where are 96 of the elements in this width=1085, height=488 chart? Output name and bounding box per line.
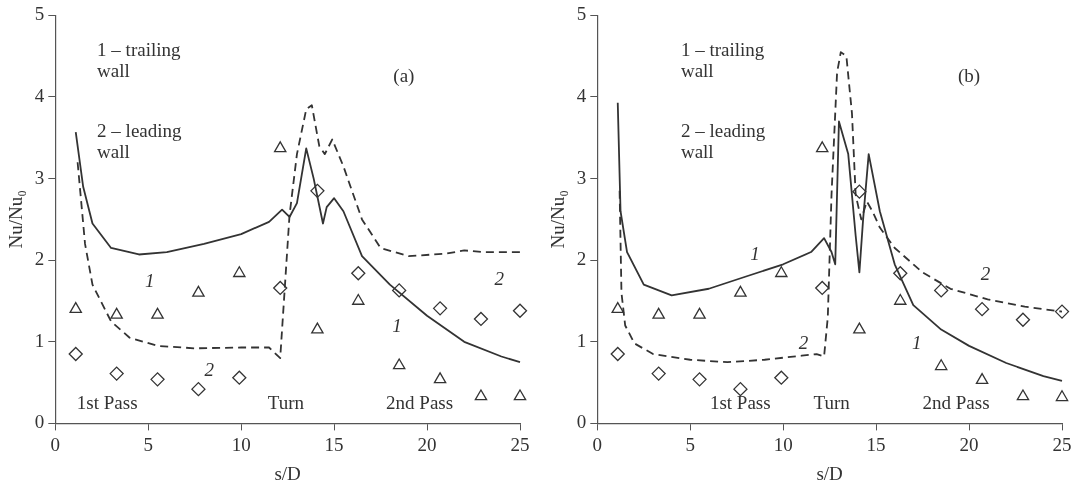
point (110, 307, 123, 319)
annotation: 1 – trailing wall (97, 38, 182, 82)
point (192, 285, 205, 297)
annotation: Turn (267, 391, 305, 414)
x-axis-title: s/D (816, 462, 843, 484)
point (392, 358, 406, 370)
y-tick-label: 4 (576, 84, 587, 106)
point (233, 266, 246, 278)
y-tick-label: 5 (576, 3, 587, 25)
y-tick-label: 0 (576, 411, 587, 433)
point (693, 307, 706, 319)
annotation: 2 (204, 358, 215, 381)
x-tick-label: 15 (866, 433, 886, 455)
y-axis-title: Nu/Nu₀ (5, 190, 27, 249)
y-tick-label: 5 (34, 3, 45, 25)
point (853, 322, 866, 334)
annotation: 1st Pass (709, 391, 771, 414)
point (815, 141, 829, 153)
x-tick-label: 25 (1052, 433, 1072, 455)
x-tick-label: 0 (50, 433, 61, 455)
x-axis-title: s/D (274, 462, 301, 484)
point (351, 266, 366, 281)
point (68, 346, 83, 362)
point (512, 303, 528, 318)
x-tick-label: 10 (231, 433, 251, 455)
point (610, 346, 625, 362)
point (652, 307, 665, 319)
annotation: 2 (798, 331, 809, 354)
point (692, 372, 707, 387)
point (975, 373, 989, 385)
annotation: (b) (958, 65, 981, 87)
annotation: 2 – leading wall (97, 120, 183, 164)
point (513, 389, 527, 401)
y-tick-label: 2 (576, 248, 587, 270)
x-tick-label: 5 (143, 433, 153, 455)
point (273, 280, 288, 296)
annotation: 1 (145, 269, 155, 292)
point (392, 283, 407, 298)
annotation: 2 (494, 268, 505, 291)
y-tick-label: 1 (34, 329, 45, 351)
annotation: 2 – leading wall (680, 120, 767, 164)
point (1055, 390, 1069, 402)
point (774, 370, 789, 385)
annotation: 1 (750, 242, 760, 265)
x-tick-label: 0 (592, 433, 603, 455)
point (934, 283, 949, 298)
point (815, 280, 830, 296)
point (232, 370, 247, 385)
point (191, 381, 206, 397)
annotation: 1st Pass (76, 391, 138, 414)
y-tick-label: 4 (34, 84, 45, 106)
point (151, 307, 164, 319)
annotation: (a) (393, 65, 415, 87)
x-tick-label: 5 (685, 433, 695, 455)
point (473, 311, 489, 327)
x-tick-label: 15 (324, 433, 344, 455)
x-tick-label: 20 (417, 433, 437, 455)
annotation: 2nd Pass (386, 391, 454, 414)
point (1016, 389, 1030, 401)
y-tick-label: 3 (576, 166, 587, 188)
x-tick-label: 20 (959, 433, 979, 455)
annotation: 1 – trailing wall (680, 38, 766, 82)
annotation: 2 (980, 262, 991, 285)
y-tick-label: 1 (576, 329, 587, 351)
point (1054, 304, 1070, 319)
annotation: 1 (912, 331, 922, 354)
y-tick-label: 0 (34, 411, 45, 433)
point (433, 372, 447, 384)
y-axis-title: Nu/Nu₀ (547, 190, 569, 249)
annotation: Turn (813, 391, 850, 414)
point (474, 389, 488, 401)
annotation: 2nd Pass (922, 391, 990, 414)
point (894, 293, 907, 305)
point (934, 359, 948, 371)
point (974, 302, 990, 317)
annotation: 1 (392, 314, 402, 337)
y-tick-label: 3 (34, 166, 45, 188)
point (150, 372, 165, 387)
point (311, 322, 324, 334)
point (651, 366, 666, 381)
point (775, 266, 788, 278)
point (69, 302, 83, 314)
y-tick-label: 2 (34, 248, 45, 270)
point (733, 381, 748, 397)
point (611, 302, 625, 314)
x-tick-label: 10 (773, 433, 793, 455)
x-tick-label: 25 (510, 433, 530, 455)
point (352, 293, 365, 305)
point (1015, 312, 1031, 327)
point (109, 366, 124, 381)
point (432, 301, 448, 316)
point (893, 266, 908, 281)
point (852, 184, 867, 199)
point (734, 285, 747, 297)
point (310, 183, 325, 198)
point (273, 141, 287, 153)
